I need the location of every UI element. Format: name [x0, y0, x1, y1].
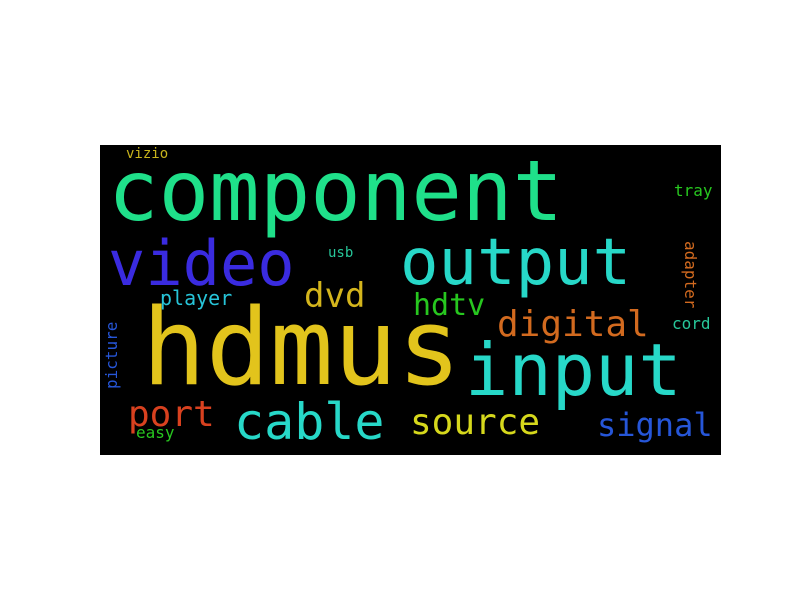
word-video: video — [108, 227, 295, 300]
word-easy: easy — [136, 423, 175, 442]
word-adapter: adapter — [681, 241, 700, 309]
word-vizio: vizio — [126, 146, 169, 162]
word-source: source — [410, 402, 541, 443]
word-cord: cord — [672, 314, 711, 333]
word-hdmus: hdmus — [142, 286, 462, 409]
word-port: port — [128, 394, 215, 435]
word-input: input — [465, 328, 682, 412]
word-output: output — [400, 226, 632, 300]
word-digital: digital — [497, 304, 649, 345]
word-signal: signal — [597, 406, 713, 444]
word-cable: cable — [234, 393, 385, 451]
word-dvd: dvd — [304, 276, 366, 316]
word-player: player — [160, 286, 233, 310]
word-hdtv: hdtv — [413, 288, 486, 323]
word-cloud: component hdmus input output video cable… — [100, 145, 721, 455]
word-picture: picture — [102, 321, 121, 389]
word-tray: tray — [674, 181, 713, 200]
word-component: component — [108, 145, 564, 240]
word-usb: usb — [328, 245, 354, 261]
